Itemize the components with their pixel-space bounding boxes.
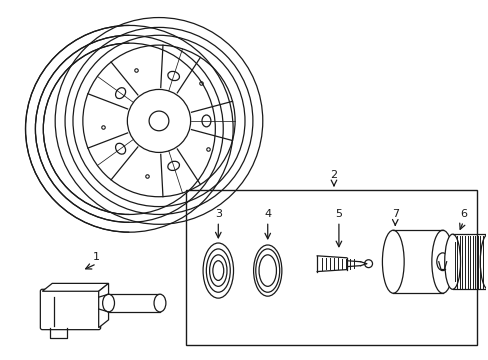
Text: 7: 7 <box>391 210 398 220</box>
Polygon shape <box>42 283 108 291</box>
Ellipse shape <box>382 230 404 293</box>
Text: 5: 5 <box>335 210 342 220</box>
Circle shape <box>364 260 372 267</box>
Text: 6: 6 <box>459 210 466 220</box>
Ellipse shape <box>259 255 276 286</box>
Ellipse shape <box>431 230 453 293</box>
Text: 3: 3 <box>214 210 222 220</box>
Bar <box>108 294 160 312</box>
Bar <box>185 190 476 345</box>
Text: 2: 2 <box>330 170 337 180</box>
Text: 1: 1 <box>93 252 100 262</box>
FancyBboxPatch shape <box>41 289 101 330</box>
Text: 4: 4 <box>264 210 271 220</box>
Ellipse shape <box>154 294 165 312</box>
Ellipse shape <box>444 234 460 289</box>
Ellipse shape <box>479 234 488 289</box>
Ellipse shape <box>102 294 114 312</box>
Polygon shape <box>99 283 108 328</box>
